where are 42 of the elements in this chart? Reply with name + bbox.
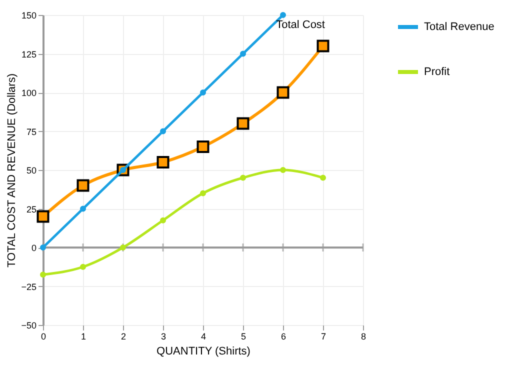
y-tick-label: 100 [21,88,36,98]
point [80,264,86,270]
point [156,156,170,168]
x-tick-label: 2 [120,332,126,342]
y-tick-label: −50 [21,320,36,330]
point [196,140,210,153]
legend-label: Total Revenue [424,21,494,33]
point [160,217,166,224]
x-tick-label: 3 [160,332,166,342]
x-axis-title: QUANTITY (Shirts) [156,346,250,358]
point [320,174,326,181]
point [160,128,166,134]
x-tick-label: 5 [240,332,246,342]
x-tick-label: 8 [360,332,366,342]
annotation: Total Cost [276,19,325,31]
point [76,179,90,192]
point [36,210,50,223]
x-tick-label: 7 [320,332,326,342]
point [80,206,86,212]
point [280,12,286,18]
legend-label: Profit [424,66,450,78]
y-tick-label: 0 [31,243,36,253]
y-axis-title: TOTAL COST AND REVENUE (Dollars) [6,74,18,268]
point [240,50,246,57]
point [200,90,206,96]
y-tick-label: 50 [26,166,36,176]
y-tick-label: 150 [21,10,36,20]
x-tick-label: 0 [40,332,46,342]
point [276,86,290,99]
point [40,272,46,278]
point [316,40,330,52]
y-tick-label: 125 [21,49,36,60]
point [280,167,286,173]
point [236,117,250,130]
y-tick-label: 75 [26,126,36,137]
y-tick-label: −25 [21,282,36,292]
y-tick-label: 25 [26,204,36,214]
x-tick-label: 6 [280,332,286,342]
x-tick-label: 4 [200,332,206,342]
point [200,190,206,196]
point [240,174,246,181]
x-tick-label: 1 [80,332,86,342]
